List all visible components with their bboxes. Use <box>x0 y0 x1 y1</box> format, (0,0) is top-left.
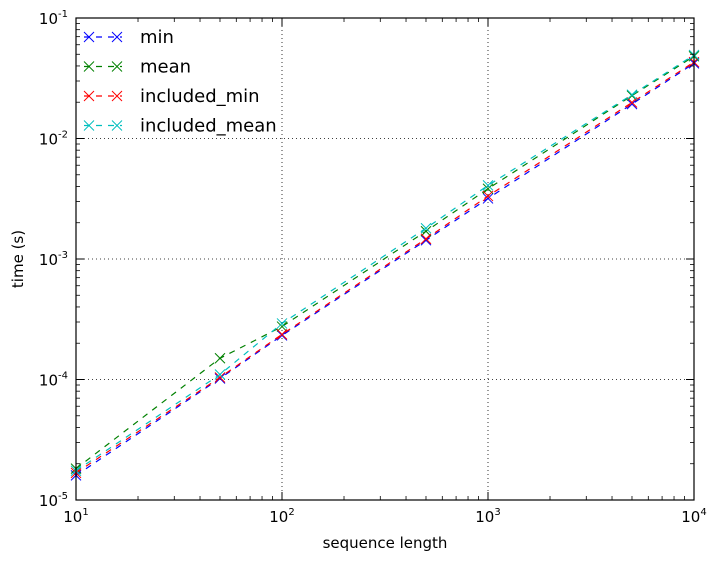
data-point-included-min <box>482 190 494 202</box>
legend-label: min <box>140 27 174 48</box>
data-point-included-mean <box>420 222 432 234</box>
data-point-included-min <box>276 328 288 340</box>
tick-labels: 101 102 103 104 10-5 10-4 10-3 10-2 10-1 <box>39 9 707 526</box>
data-point-min <box>626 98 638 110</box>
data-point-included-mean <box>214 369 226 380</box>
data-point-included-min <box>420 233 432 245</box>
legend-marker <box>111 120 123 131</box>
data-point-included-mean <box>276 318 288 329</box>
y-tick-label: 10-2 <box>39 130 68 149</box>
data-point-mean <box>214 352 226 364</box>
x-tick-label: 103 <box>475 507 500 526</box>
legend-item-mean: mean <box>83 57 191 78</box>
legend-marker <box>83 31 95 43</box>
data-point-min <box>214 373 226 384</box>
legend-marker <box>111 61 123 72</box>
x-tick-label: 104 <box>681 507 706 526</box>
legend-label: included_min <box>140 86 260 107</box>
data-point-mean <box>276 321 288 332</box>
y-tick-label: 10-5 <box>39 491 68 510</box>
x-tick-label: 101 <box>63 507 88 526</box>
data-point-included-mean <box>626 89 638 101</box>
data-point-mean <box>420 225 432 237</box>
legend-label: mean <box>140 57 191 78</box>
y-tick-label: 10-4 <box>39 371 68 390</box>
x-axis-label: sequence length <box>323 534 448 552</box>
legend-marker <box>111 31 123 43</box>
legend-item-min: min <box>83 27 174 48</box>
legend-marker <box>83 90 95 102</box>
axis-ticks <box>75 17 695 501</box>
legend-item-included-min: included_min <box>83 86 260 107</box>
y-tick-label: 10-3 <box>39 250 68 269</box>
legend: min mean included_min included_mean <box>83 27 277 137</box>
x-tick-label: 102 <box>269 507 294 526</box>
data-point-included-min <box>214 372 226 383</box>
y-tick-label: 10-1 <box>39 9 68 28</box>
legend-marker <box>111 90 123 102</box>
legend-label: included_mean <box>140 116 277 137</box>
legend-item-included-mean: included_mean <box>83 116 277 137</box>
data-point-included-mean <box>482 180 494 191</box>
legend-marker <box>83 120 95 131</box>
data-point-included-min <box>626 97 638 108</box>
y-axis-label: time (s) <box>9 230 27 288</box>
legend-marker <box>83 61 95 72</box>
data-point-min <box>482 193 494 204</box>
